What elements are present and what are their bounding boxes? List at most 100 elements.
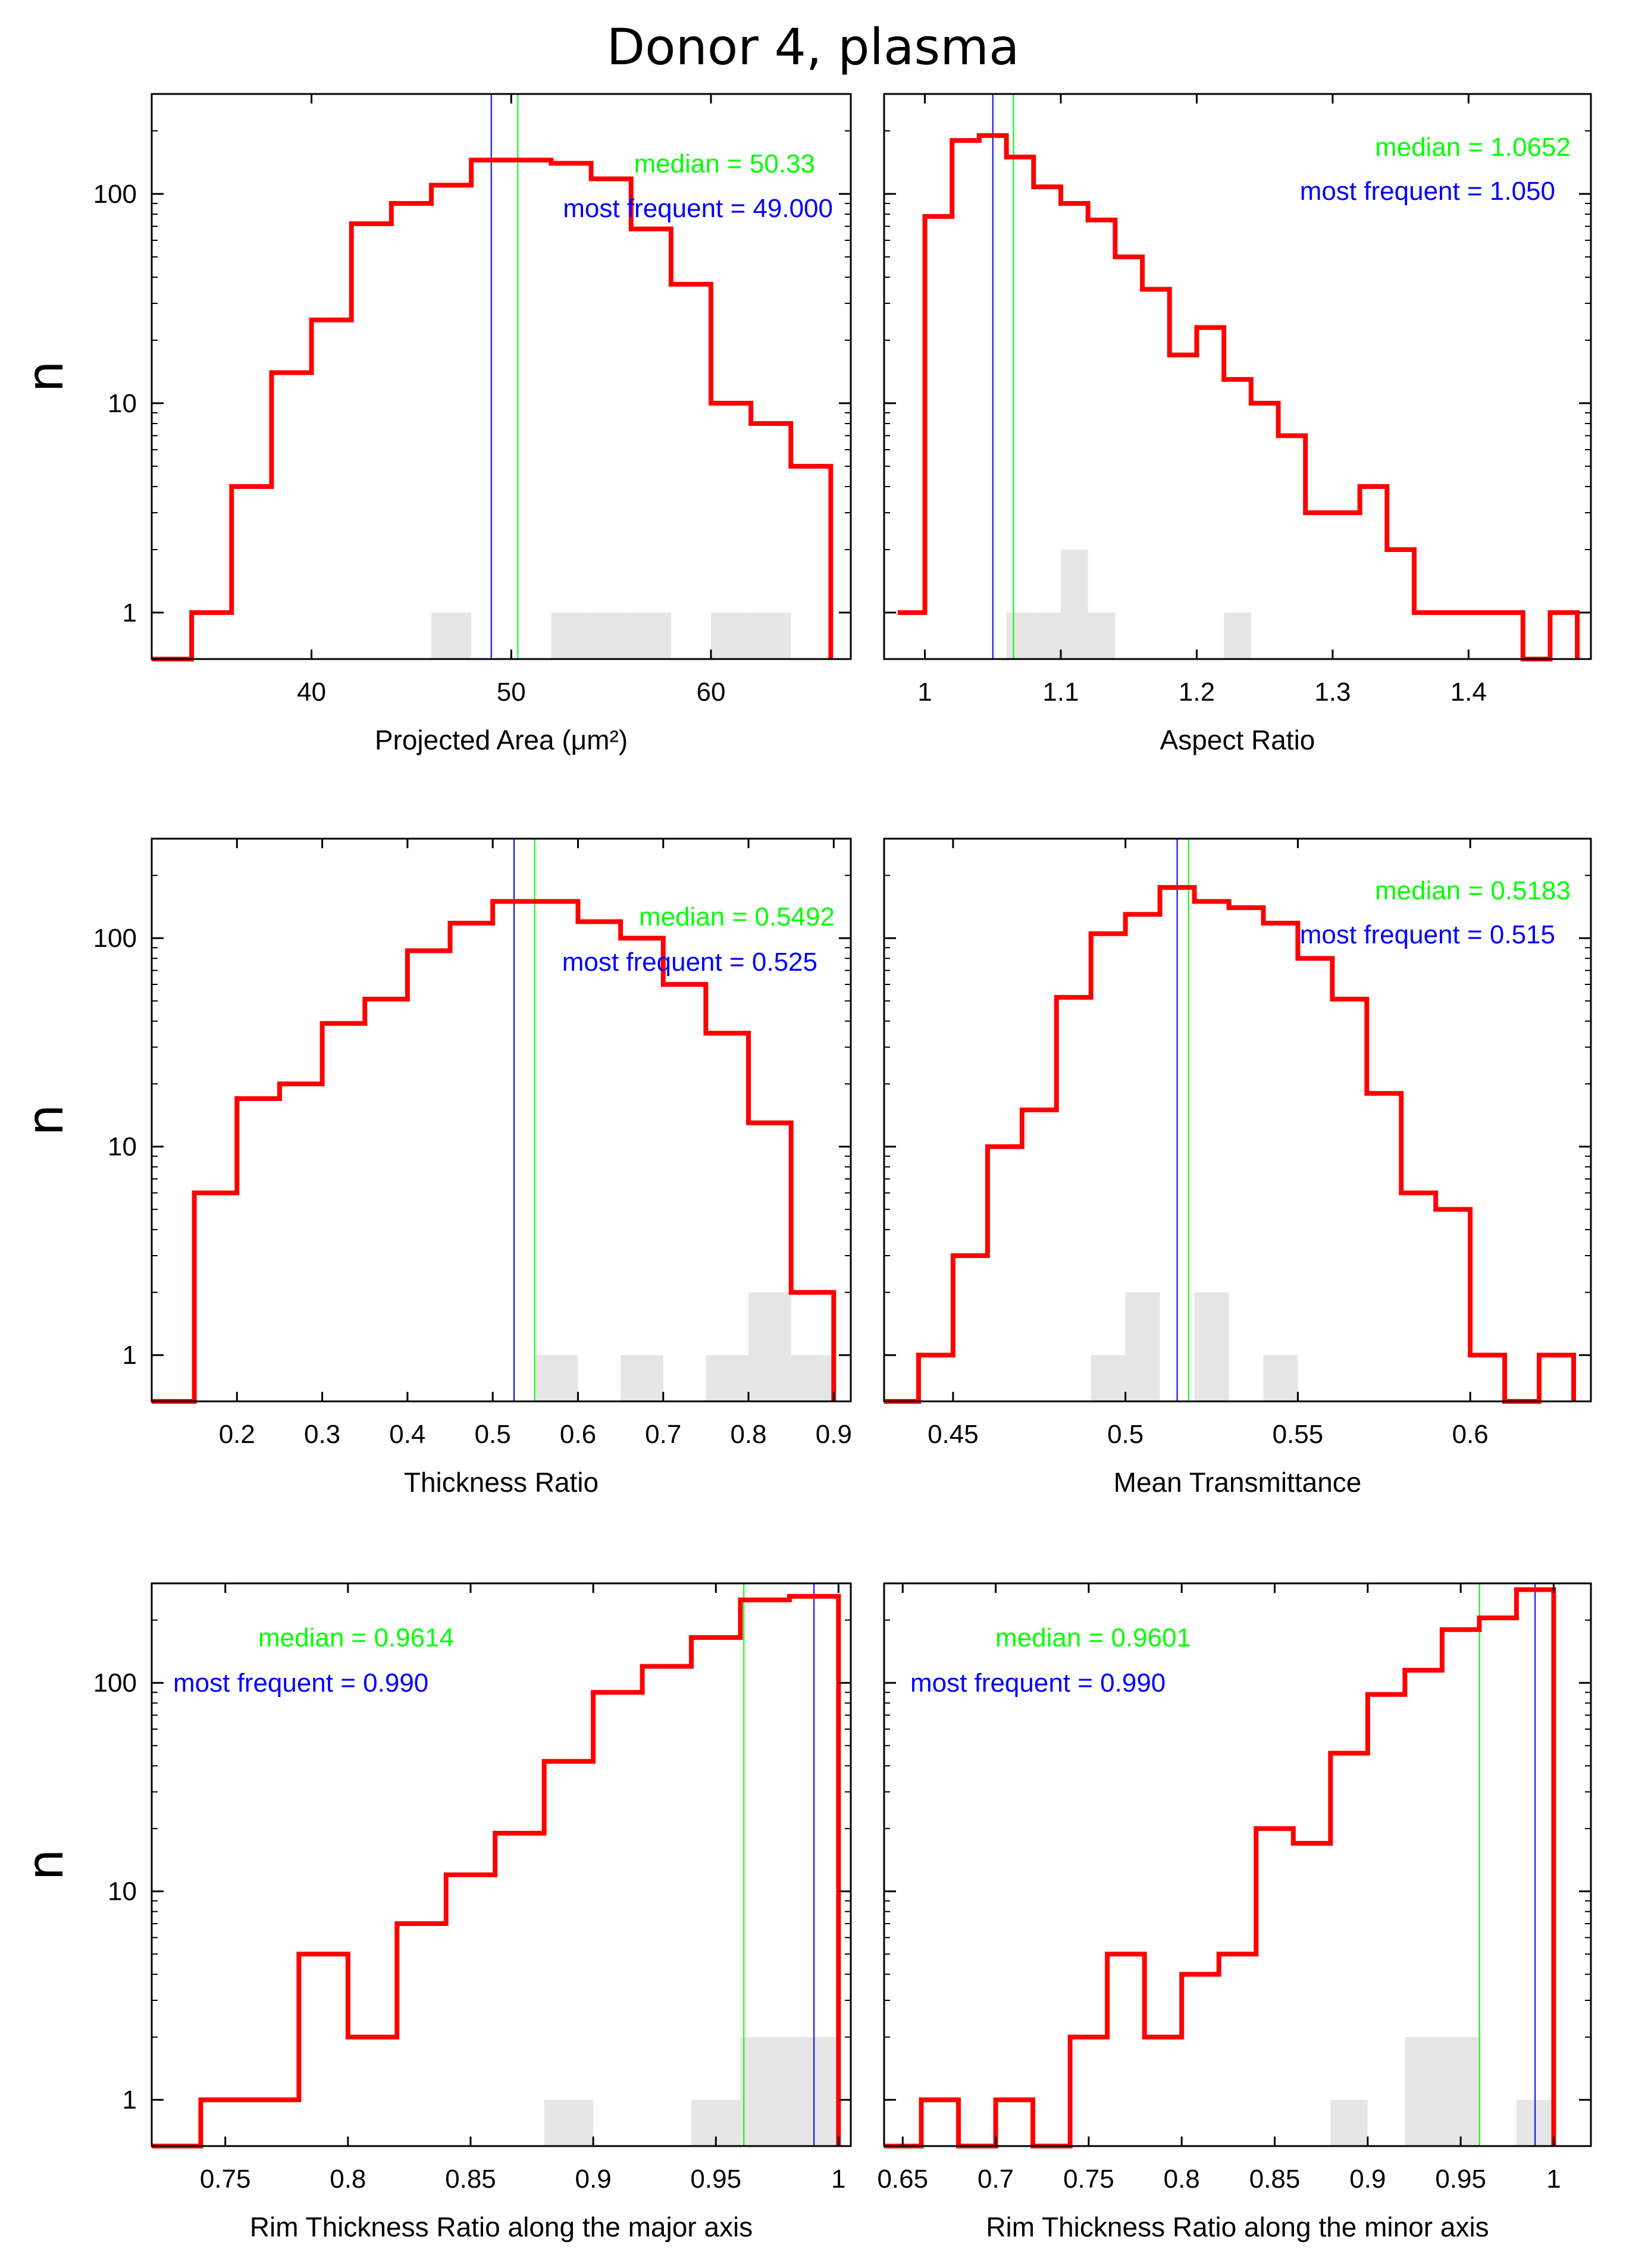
histogram-panel-1: 40 50 60 1 10 100 Projected Area (μm²) n median … (16, 93, 852, 755)
gray-bin-3 (1194, 1292, 1229, 1401)
x-tick-label: 0.85 (445, 2165, 496, 2194)
x-tick-label: 0.75 (1063, 2165, 1114, 2194)
plot-frame (883, 837, 1592, 1403)
x-tick-label: 0.8 (330, 2165, 366, 2194)
histogram-outline (152, 158, 834, 661)
x-tick-label: 0.7 (978, 2165, 1014, 2194)
x-tick-label: 1.4 (1450, 677, 1487, 707)
x-tick-label: 0.7 (645, 1420, 681, 1449)
gray-bin-5 (711, 612, 751, 659)
histogram-outline (884, 885, 1577, 1404)
gray-bin-2 (551, 612, 591, 659)
y-tick-label: 1 (123, 1341, 137, 1370)
gray-bin-2 (1405, 2037, 1442, 2146)
gray-bin-5 (1224, 612, 1251, 659)
x-axis-label: Projected Area (μm²) (375, 724, 628, 755)
x-tick-label: 0.4 (389, 1420, 425, 1449)
gray-bin-6 (751, 612, 791, 659)
y-tick-label: 100 (93, 180, 137, 209)
x-tick-label: 0.55 (1273, 1420, 1324, 1449)
x-tick-label: 1 (1546, 2165, 1561, 2194)
x-tick-label: 0.65 (877, 2165, 928, 2194)
histogram-panel-5: 0.75 0.8 0.85 0.9 0.95 1 1 10 100 Rim Thickness R… (16, 1582, 852, 2242)
x-tick-label: 0.6 (560, 1420, 596, 1449)
gray-bin-4 (748, 1292, 791, 1401)
gray-bin-3 (706, 1355, 749, 1401)
gray-bin-1 (1091, 1355, 1126, 1401)
x-tick-label: 0.95 (1435, 2165, 1486, 2194)
x-tick-label: 0.9 (1349, 2165, 1386, 2194)
gray-bin-1 (535, 1355, 578, 1401)
y-tick-label: 100 (93, 924, 137, 953)
histogram-outline (152, 1593, 841, 2148)
median-label: median = 0.5183 (1375, 876, 1571, 905)
histogram-panel-2: 1 1.1 1.2 1.3 1.4 Aspect Ratio median = 1.0652… (883, 93, 1592, 755)
x-tick-label: 0.9 (816, 1420, 852, 1449)
histogram-outline (884, 1587, 1556, 2148)
histogram-panel-4: 0.45 0.5 0.55 0.6 Mean Transmittance median =… (883, 837, 1592, 1498)
y-tick-label: 10 (108, 1877, 137, 1906)
x-tick-label: 40 (297, 677, 326, 707)
x-axis-label: Thickness Ratio (404, 1467, 599, 1498)
x-tick-label: 0.2 (219, 1420, 255, 1449)
median-label: median = 0.5492 (639, 902, 835, 931)
histogram-panel-3: 0.2 0.3 0.4 0.5 0.6 0.7 0.8 0.9 1 10 100 Thickness … (16, 837, 852, 1498)
plot-frame (883, 1582, 1592, 2147)
plot-frame (151, 1582, 852, 2147)
plot-frame (151, 93, 852, 660)
y-axis-label: n (16, 360, 74, 392)
gray-bin-1 (544, 2100, 594, 2146)
median-label: median = 50.33 (634, 149, 815, 178)
gray-bin-3 (740, 2037, 789, 2146)
mode-label: most frequent = 0.525 (562, 948, 817, 977)
x-tick-label: 1 (831, 2165, 845, 2194)
y-tick-label: 1 (123, 2085, 137, 2115)
x-tick-label: 60 (697, 677, 726, 707)
x-tick-label: 1 (917, 677, 932, 707)
x-tick-label: 0.8 (1164, 2165, 1200, 2194)
y-tick-label: 10 (108, 1133, 137, 1162)
y-tick-label: 10 (108, 389, 137, 418)
mode-label: most frequent = 0.515 (1300, 920, 1555, 949)
gray-bin-1 (1006, 612, 1034, 659)
gray-bin-3 (1442, 2037, 1480, 2146)
gray-bin-3 (591, 612, 631, 659)
histogram-outline (897, 133, 1580, 661)
median-label: median = 0.9614 (258, 1623, 454, 1652)
y-axis-label: n (16, 1849, 74, 1880)
mode-label: most frequent = 49.000 (563, 194, 833, 223)
gray-bin-1 (1330, 2100, 1368, 2146)
gray-bin-5 (791, 1355, 834, 1401)
median-label: median = 0.9601 (995, 1623, 1191, 1652)
x-tick-label: 0.9 (575, 2165, 612, 2194)
x-axis-label: Rim Thickness Ratio along the minor axis (986, 2211, 1489, 2242)
y-tick-label: 100 (93, 1668, 137, 1698)
x-axis-label: Aspect Ratio (1160, 724, 1315, 755)
x-tick-label: 0.45 (928, 1420, 979, 1449)
mode-label: most frequent = 0.990 (173, 1668, 428, 1698)
gray-bin-2 (1033, 612, 1061, 659)
x-tick-label: 0.95 (690, 2165, 741, 2194)
gray-bin-4 (631, 612, 671, 659)
gray-bin-1 (431, 612, 472, 659)
x-axis-label: Mean Transmittance (1114, 1467, 1362, 1498)
x-tick-label: 50 (497, 677, 526, 707)
y-axis-label: n (16, 1104, 74, 1135)
x-tick-label: 1.1 (1042, 677, 1079, 707)
x-tick-label: 0.3 (304, 1420, 340, 1449)
median-label: median = 1.0652 (1375, 133, 1571, 162)
gray-bin-4 (1263, 1355, 1298, 1401)
x-tick-label: 0.5 (475, 1420, 511, 1449)
mode-label: most frequent = 1.050 (1300, 177, 1555, 206)
x-axis-label: Rim Thickness Ratio along the major axis (250, 2211, 753, 2242)
x-tick-label: 0.5 (1107, 1420, 1143, 1449)
x-tick-label: 1.2 (1179, 677, 1215, 707)
gray-bin-3 (1061, 549, 1088, 659)
x-tick-label: 0.85 (1249, 2165, 1301, 2194)
gray-bin-2 (621, 1355, 663, 1401)
x-tick-label: 0.6 (1452, 1420, 1489, 1449)
x-tick-label: 0.75 (200, 2165, 251, 2194)
plot-frame (151, 837, 852, 1403)
y-tick-label: 1 (123, 598, 137, 628)
